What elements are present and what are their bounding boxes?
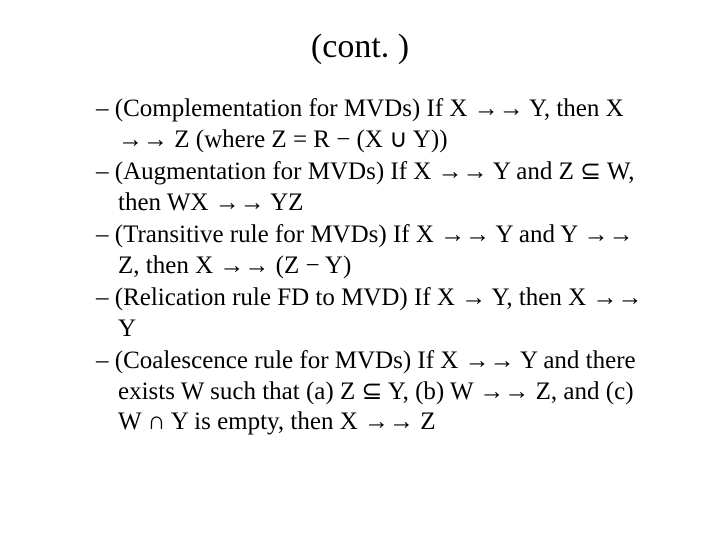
slide: (cont. ) – (Complementation for MVDs) If… [0,0,720,540]
list-item: – (Relication rule FD to MVD) If X → Y, … [96,283,660,344]
list-item: – (Complementation for MVDs) If X →→ Y, … [96,94,660,155]
slide-title: (cont. ) [60,28,660,66]
list-item: – (Augmentation for MVDs) If X →→ Y and … [96,157,660,218]
list-item: – (Transitive rule for MVDs) If X →→ Y a… [96,220,660,281]
list-item: – (Coalescence rule for MVDs) If X →→ Y … [96,346,660,438]
bullet-list: – (Complementation for MVDs) If X →→ Y, … [60,94,660,438]
